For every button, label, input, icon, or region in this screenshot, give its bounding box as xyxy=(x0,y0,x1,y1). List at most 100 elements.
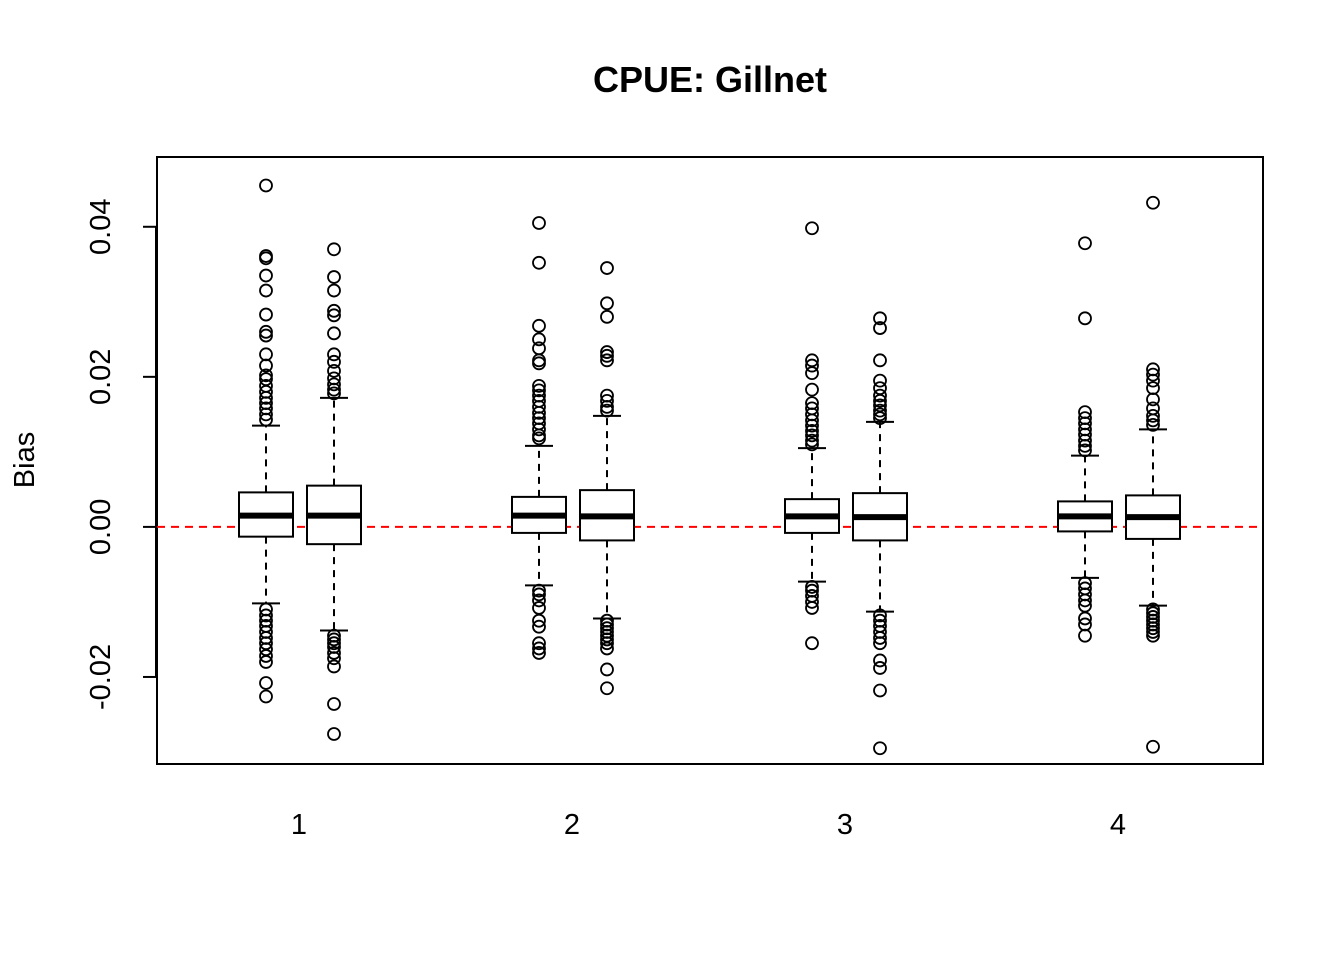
outlier-point xyxy=(1078,611,1092,626)
outlier-point xyxy=(532,383,546,398)
outlier-point xyxy=(600,681,614,696)
outlier-point xyxy=(600,296,614,311)
outlier-point xyxy=(259,328,273,343)
outlier-point xyxy=(532,583,546,598)
outlier-point xyxy=(600,309,614,324)
outlier-point xyxy=(1146,408,1160,423)
outlier-point xyxy=(1146,628,1160,643)
outlier-point xyxy=(327,363,341,378)
outlier-point xyxy=(259,390,273,405)
outlier-point xyxy=(600,345,614,359)
y-axis-label: Bias xyxy=(9,432,41,488)
outlier-point xyxy=(327,727,341,741)
outlier-point xyxy=(1146,621,1160,636)
outlier-point xyxy=(1146,195,1160,210)
outlier-point xyxy=(600,662,614,677)
outlier-point xyxy=(805,433,819,448)
outlier-point xyxy=(805,580,819,594)
box-2-1 xyxy=(511,216,567,660)
outlier-point xyxy=(327,659,341,674)
outlier-point xyxy=(1078,311,1092,326)
outlier-point xyxy=(805,366,819,380)
outlier-point xyxy=(873,683,887,698)
outlier-point xyxy=(259,283,273,298)
outlier-point xyxy=(805,358,819,373)
outlier-point xyxy=(532,318,546,333)
outlier-point xyxy=(532,255,546,270)
outlier-point xyxy=(873,631,887,645)
outlier-point xyxy=(259,178,273,193)
outlier-point xyxy=(532,619,546,634)
group-3 xyxy=(784,221,908,756)
x-tick-label-2: 2 xyxy=(564,809,580,841)
box-3-1 xyxy=(784,221,840,651)
outlier-point xyxy=(327,697,341,711)
box-2-2 xyxy=(579,261,635,696)
x-tick-label-3: 3 xyxy=(837,809,853,841)
outlier-point xyxy=(259,649,273,663)
outlier-point xyxy=(1078,443,1092,458)
outlier-point xyxy=(873,653,887,668)
outlier-point xyxy=(327,632,341,647)
y-axis: -0.02 0.00 0.02 0.04 xyxy=(85,199,157,710)
box-1-1 xyxy=(238,178,294,704)
outlier-point xyxy=(1146,373,1160,388)
outlier-point xyxy=(873,636,887,651)
outlier-point xyxy=(327,377,341,392)
outlier-point xyxy=(805,428,819,443)
outlier-point xyxy=(805,423,819,438)
outlier-point xyxy=(805,418,819,433)
box-layer xyxy=(238,178,1181,756)
outlier-point xyxy=(532,601,546,615)
outlier-point xyxy=(327,382,341,397)
outlier-point xyxy=(327,242,341,257)
outlier-point xyxy=(600,403,614,418)
outlier-point xyxy=(873,393,887,408)
y-tick-label-2: 0.02 xyxy=(85,349,117,405)
y-tick-label-1: 0.00 xyxy=(85,499,117,555)
box-1-2 xyxy=(306,242,362,741)
outlier-point xyxy=(259,368,273,383)
group-4 xyxy=(1057,195,1181,754)
group-2 xyxy=(511,216,635,696)
outlier-point xyxy=(1146,625,1160,639)
outlier-point xyxy=(327,646,341,660)
x-tick-label-4: 4 xyxy=(1110,809,1126,841)
box-4-1 xyxy=(1057,236,1113,643)
outlier-point xyxy=(600,353,614,368)
outlier-point xyxy=(327,308,341,323)
box-3-2 xyxy=(852,311,908,756)
outlier-point xyxy=(600,632,614,647)
outlier-point xyxy=(805,221,819,236)
outlier-point xyxy=(259,412,273,427)
outlier-point xyxy=(327,303,341,318)
outlier-point xyxy=(532,593,546,608)
outlier-point xyxy=(532,405,546,420)
chart-title: CPUE: Gillnet xyxy=(593,59,827,100)
x-axis: 1 2 3 4 xyxy=(291,809,1126,841)
outlier-point xyxy=(873,353,887,368)
outlier-point xyxy=(805,382,819,397)
outlier-point xyxy=(873,608,887,623)
outlier-point xyxy=(600,261,614,275)
outlier-point xyxy=(1146,392,1160,407)
outlier-point xyxy=(259,689,273,704)
outlier-point xyxy=(532,422,546,437)
outlier-point xyxy=(532,332,546,347)
outlier-point xyxy=(873,311,887,326)
outlier-point xyxy=(259,268,273,283)
outlier-point xyxy=(600,348,614,363)
outlier-point xyxy=(327,283,341,298)
outlier-point xyxy=(805,595,819,609)
outlier-point xyxy=(873,373,887,388)
outlier-point xyxy=(600,393,614,408)
outlier-point xyxy=(532,341,546,356)
outlier-point xyxy=(1078,593,1092,608)
outlier-point xyxy=(873,661,887,675)
outlier-point xyxy=(259,307,273,322)
outlier-point xyxy=(1146,417,1160,432)
outlier-point xyxy=(805,413,819,428)
outlier-point xyxy=(532,587,546,602)
outlier-point xyxy=(805,437,819,452)
